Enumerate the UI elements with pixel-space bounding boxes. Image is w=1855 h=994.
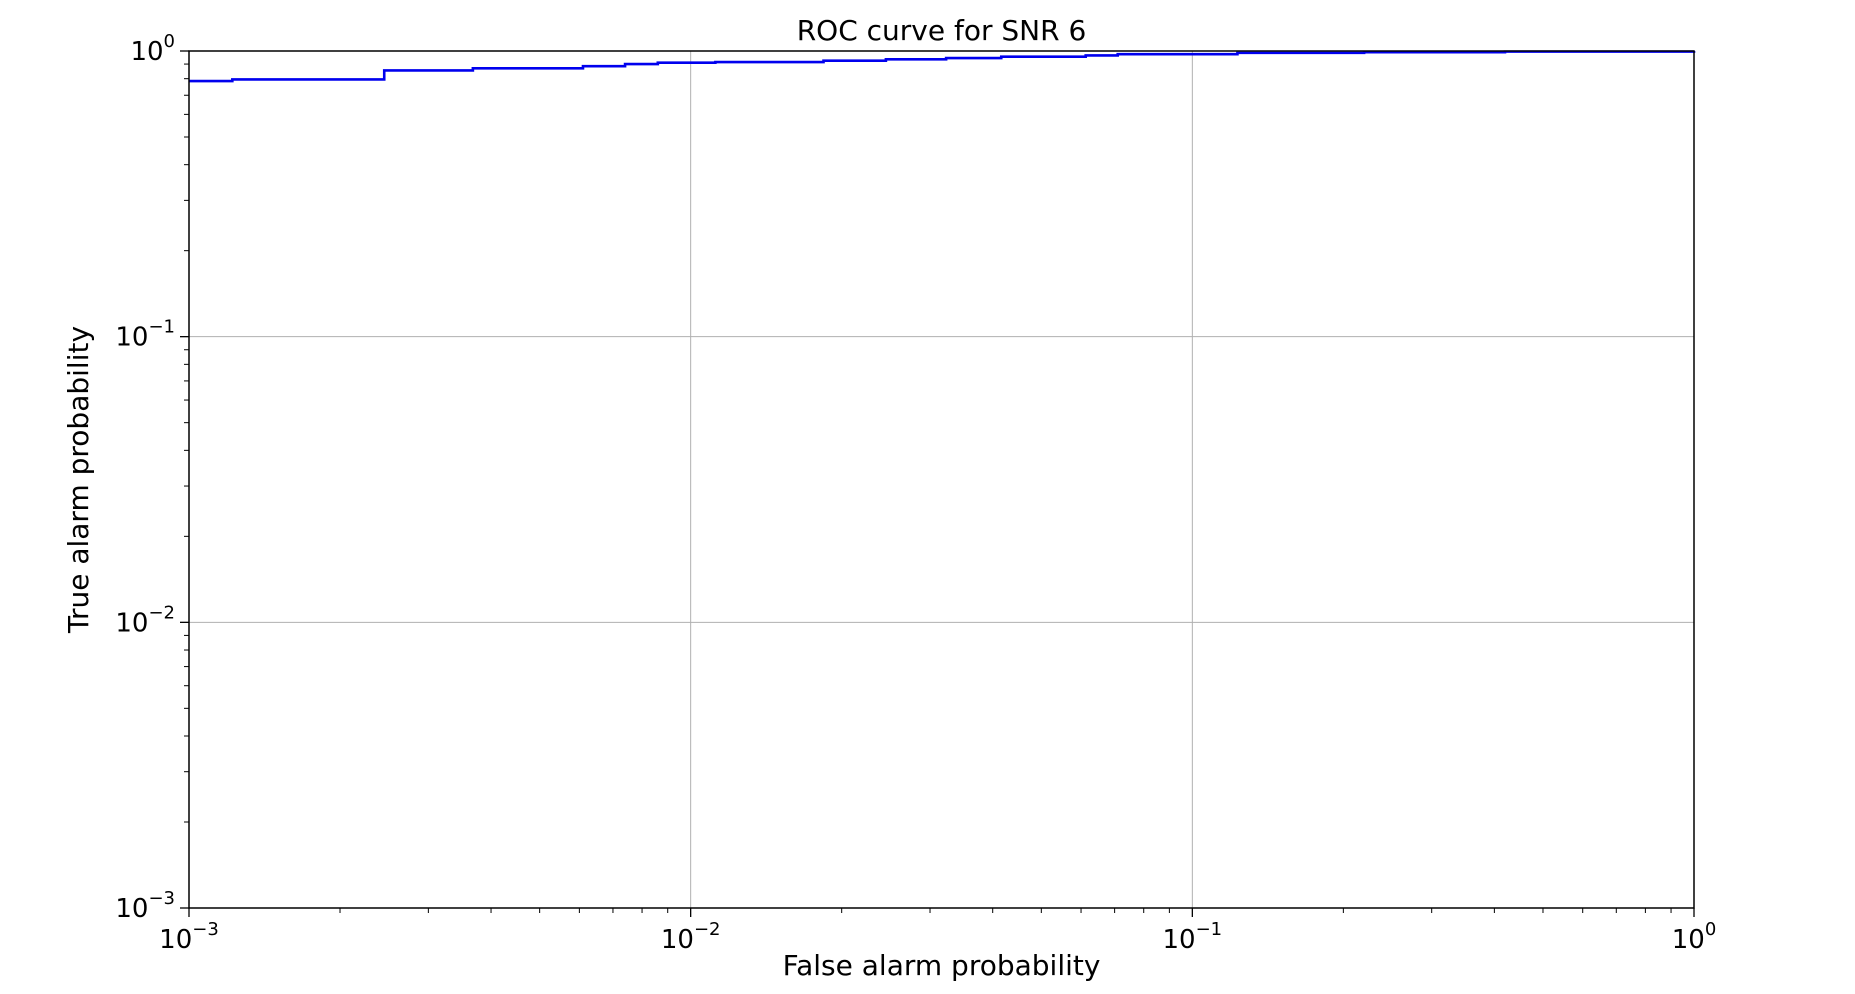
x-tick-labels: 10−3 10−2 10−1 100 xyxy=(159,919,1716,955)
y-tick-label: 100 xyxy=(130,31,175,67)
x-tick-label: 10−3 xyxy=(159,919,219,955)
x-tick-label: 10−2 xyxy=(661,919,721,955)
y-tick-labels: 10−3 10−2 10−1 100 xyxy=(115,31,175,924)
chart-title: ROC curve for SNR 6 xyxy=(797,14,1087,47)
minor-ticks xyxy=(184,63,1672,913)
plot-frame xyxy=(188,50,1695,909)
y-tick-label: 10−2 xyxy=(115,602,175,638)
y-tick-label: 10−1 xyxy=(115,317,175,353)
y-axis-label: True alarm probability xyxy=(62,326,95,634)
x-tick-label: 10−1 xyxy=(1163,919,1223,955)
major-ticks xyxy=(180,50,1695,917)
y-tick-label: 10−3 xyxy=(115,888,175,924)
series-layer xyxy=(189,50,1696,83)
x-tick-label: 100 xyxy=(1672,919,1717,955)
grid-lines xyxy=(188,50,1695,909)
x-axis-label: False alarm probability xyxy=(783,949,1101,982)
roc-series-line xyxy=(189,50,1696,83)
